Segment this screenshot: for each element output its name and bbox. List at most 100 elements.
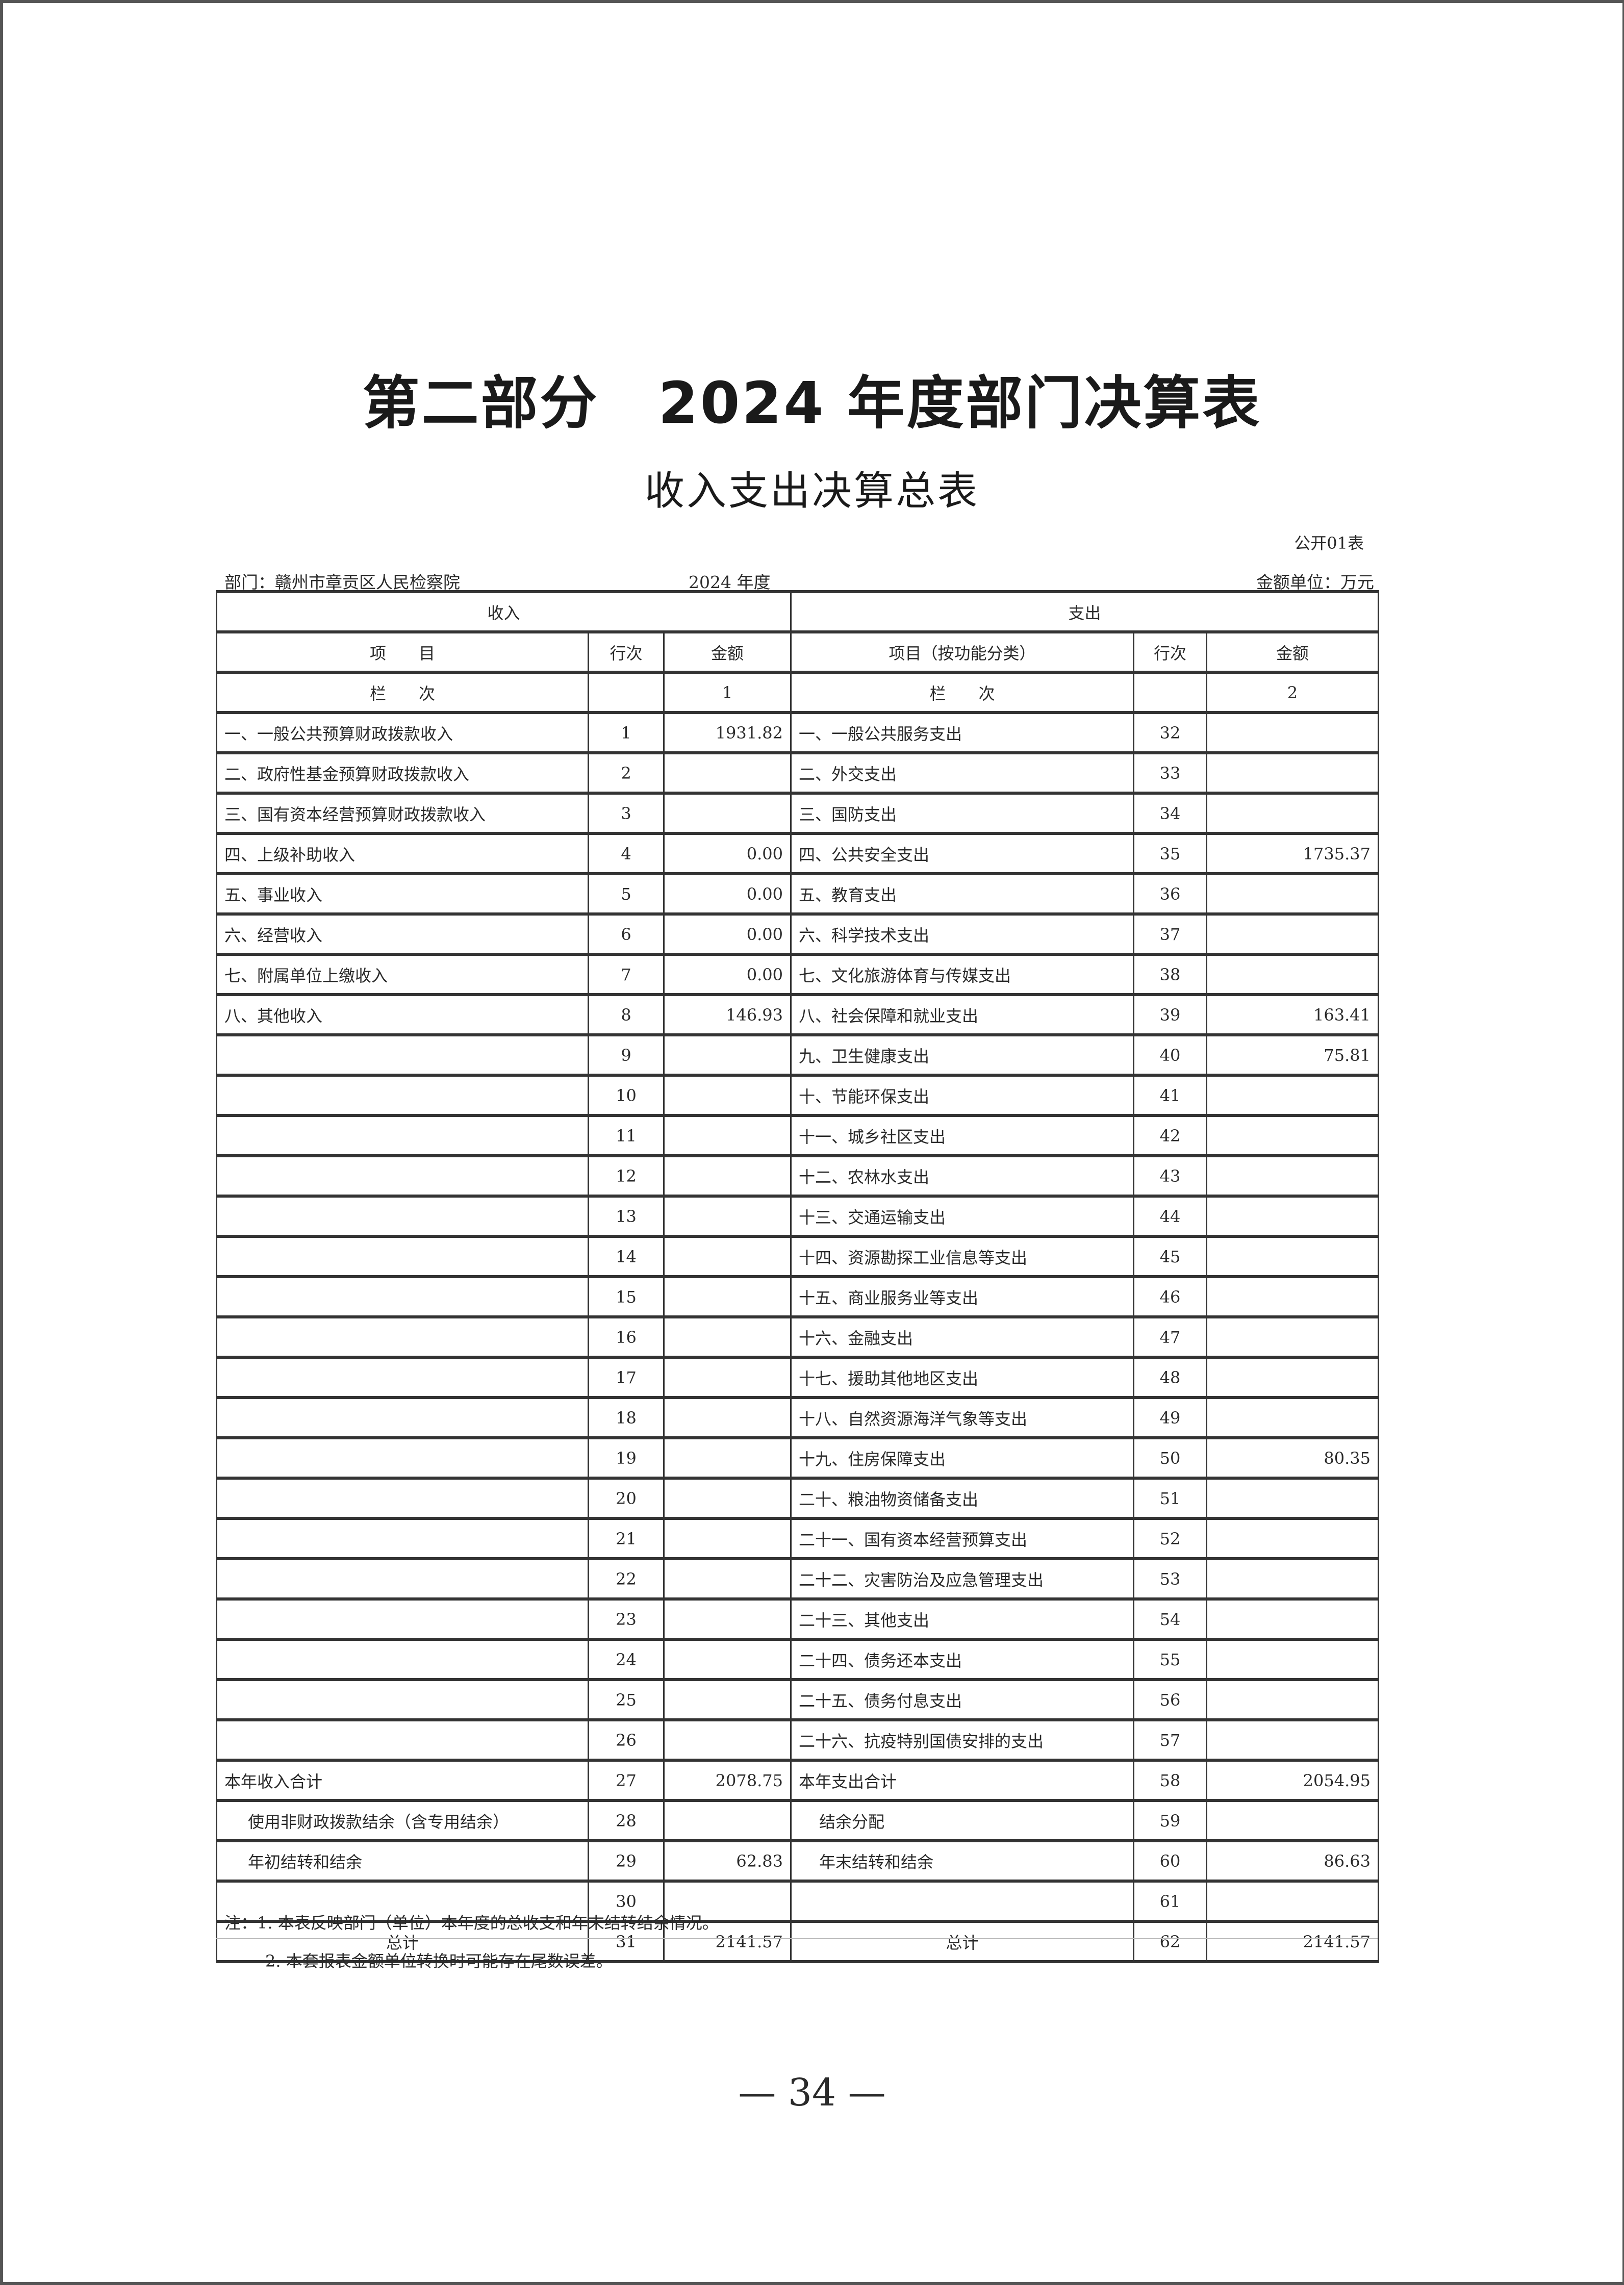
income-amount [663, 1315, 792, 1359]
income-item [216, 1114, 589, 1157]
table-row: 30 61 [216, 1880, 1379, 1923]
expense-item: 十一、城乡社区支出 [790, 1114, 1134, 1157]
expense-line-no: 48 [1133, 1356, 1207, 1399]
table-row: 七、附属单位上缴收入 7 0.00 七、文化旅游体育与传媒支出 38 [216, 953, 1379, 996]
income-item: 八、其他收入 [216, 993, 589, 1036]
expense-line-no: 45 [1133, 1235, 1207, 1278]
income-item [216, 1275, 589, 1318]
table-row: 10 十、节能环保支出 41 [216, 1074, 1379, 1117]
column-header-row: 项 目 行次 金额 项目（按功能分类） 行次 金额 [216, 630, 1379, 674]
expense-amount: 163.41 [1206, 993, 1379, 1036]
expense-item: 一、一般公共服务支出 [790, 711, 1134, 754]
expense-line-no: 42 [1133, 1114, 1207, 1157]
expense-amount: 86.63 [1206, 1839, 1379, 1883]
expense-order: 2 [1206, 671, 1379, 714]
income-line-no: 16 [588, 1315, 665, 1359]
income-item: 六、经营收入 [216, 912, 589, 956]
expense-line-no: 39 [1133, 993, 1207, 1036]
empty-cell [1133, 671, 1207, 714]
expense-line-no: 34 [1133, 792, 1207, 835]
income-item [216, 1356, 589, 1399]
expense-amount: 1735.37 [1206, 832, 1379, 875]
col-line-no: 行次 [1133, 630, 1207, 674]
income-amount: 2141.57 [663, 1920, 792, 1963]
expense-line-no: 37 [1133, 912, 1207, 956]
expense-item: 本年支出合计 [790, 1759, 1134, 1802]
income-amount: 0.00 [663, 872, 792, 916]
expense-item: 十四、资源勘探工业信息等支出 [790, 1235, 1134, 1278]
expense-item: 十七、援助其他地区支出 [790, 1356, 1134, 1399]
table-row: 22 二十二、灾害防治及应急管理支出 53 [216, 1557, 1379, 1601]
income-line-no: 14 [588, 1235, 665, 1278]
income-item: 三、国有资本经营预算财政拨款收入 [216, 792, 589, 835]
expense-line-no: 44 [1133, 1195, 1207, 1238]
expense-item: 二十六、抗疫特别国债安排的支出 [790, 1718, 1134, 1762]
expense-line-no: 52 [1133, 1517, 1207, 1560]
expense-amount [1206, 1235, 1379, 1278]
expense-amount [1206, 912, 1379, 956]
table-title: 收入支出决算总表 [644, 468, 979, 514]
income-item [216, 1154, 589, 1198]
income-amount: 146.93 [663, 993, 792, 1036]
expense-item: 二十、粮油物资储备支出 [790, 1477, 1134, 1520]
expense-amount [1206, 1477, 1379, 1520]
income-expense-table: 收入 支出 项 目 行次 金额 项目（按功能分类） 行次 金额 栏 次 1 栏 … [216, 590, 1379, 1963]
income-amount [663, 751, 792, 795]
table-row: 14 十四、资源勘探工业信息等支出 45 [216, 1235, 1379, 1278]
expense-item: 二十三、其他支出 [790, 1597, 1134, 1641]
table-row: 五、事业收入 5 0.00 五、教育支出 36 [216, 872, 1379, 916]
table-row: 16 十六、金融支出 47 [216, 1315, 1379, 1359]
income-line-no: 1 [588, 711, 665, 754]
income-line-no: 15 [588, 1275, 665, 1318]
income-item: 本年收入合计 [216, 1759, 589, 1802]
table-row: 20 二十、粮油物资储备支出 51 [216, 1477, 1379, 1520]
income-item: 五、事业收入 [216, 872, 589, 916]
table-row: 六、经营收入 6 0.00 六、科学技术支出 37 [216, 912, 1379, 956]
income-amount [663, 1436, 792, 1480]
expense-line-no: 32 [1133, 711, 1207, 754]
empty-cell [588, 671, 665, 714]
note-1: 注：1. 本表反映部门（单位）本年度的总收支和年末结转结余情况。 [224, 1913, 719, 1933]
table-row: 13 十三、交通运输支出 44 [216, 1195, 1379, 1238]
expense-amount [1206, 792, 1379, 835]
expense-item: 二十一、国有资本经营预算支出 [790, 1517, 1134, 1560]
expense-line-no: 62 [1133, 1920, 1207, 1963]
table-row: 使用非财政拨款结余（含专用结余） 28 结余分配 59 [216, 1799, 1379, 1842]
income-item [216, 1718, 589, 1762]
income-amount [663, 1195, 792, 1238]
col-income-item: 项 目 [216, 630, 589, 674]
page-title: 第二部分 2024 年度部门决算表 [362, 370, 1262, 437]
page-number: — 34 — [738, 2071, 886, 2115]
income-amount [663, 1154, 792, 1198]
expense-amount [1206, 711, 1379, 754]
income-header: 收入 [216, 590, 792, 633]
income-amount [663, 1356, 792, 1399]
table-row: 四、上级补助收入 4 0.00 四、公共安全支出 35 1735.37 [216, 832, 1379, 875]
col-line-no: 行次 [588, 630, 665, 674]
table-row: 21 二十一、国有资本经营预算支出 52 [216, 1517, 1379, 1560]
expense-line-no: 57 [1133, 1718, 1207, 1762]
expense-line-no: 54 [1133, 1597, 1207, 1641]
income-line-no: 10 [588, 1074, 665, 1117]
expense-item: 二十二、灾害防治及应急管理支出 [790, 1557, 1134, 1601]
expense-item: 十六、金融支出 [790, 1315, 1134, 1359]
expense-amount [1206, 1315, 1379, 1359]
expense-line-no: 55 [1133, 1638, 1207, 1681]
expense-amount [1206, 1557, 1379, 1601]
table-row: 三、国有资本经营预算财政拨款收入 3 三、国防支出 34 [216, 792, 1379, 835]
expense-line-no: 50 [1133, 1436, 1207, 1480]
expense-line-no: 43 [1133, 1154, 1207, 1198]
col-expense-item: 项目（按功能分类） [790, 630, 1134, 674]
expense-item: 三、国防支出 [790, 792, 1134, 835]
income-line-no: 12 [588, 1154, 665, 1198]
expense-line-no: 36 [1133, 872, 1207, 916]
income-item: 总计 [216, 1920, 589, 1963]
income-line-no: 17 [588, 1356, 665, 1399]
income-amount [663, 1880, 792, 1923]
expense-item: 二十四、债务还本支出 [790, 1638, 1134, 1681]
expense-item: 六、科学技术支出 [790, 912, 1134, 956]
expense-amount: 2054.95 [1206, 1759, 1379, 1802]
table-row: 19 十九、住房保障支出 50 80.35 [216, 1436, 1379, 1480]
expense-amount [1206, 1275, 1379, 1318]
expense-item: 九、卫生健康支出 [790, 1033, 1134, 1077]
